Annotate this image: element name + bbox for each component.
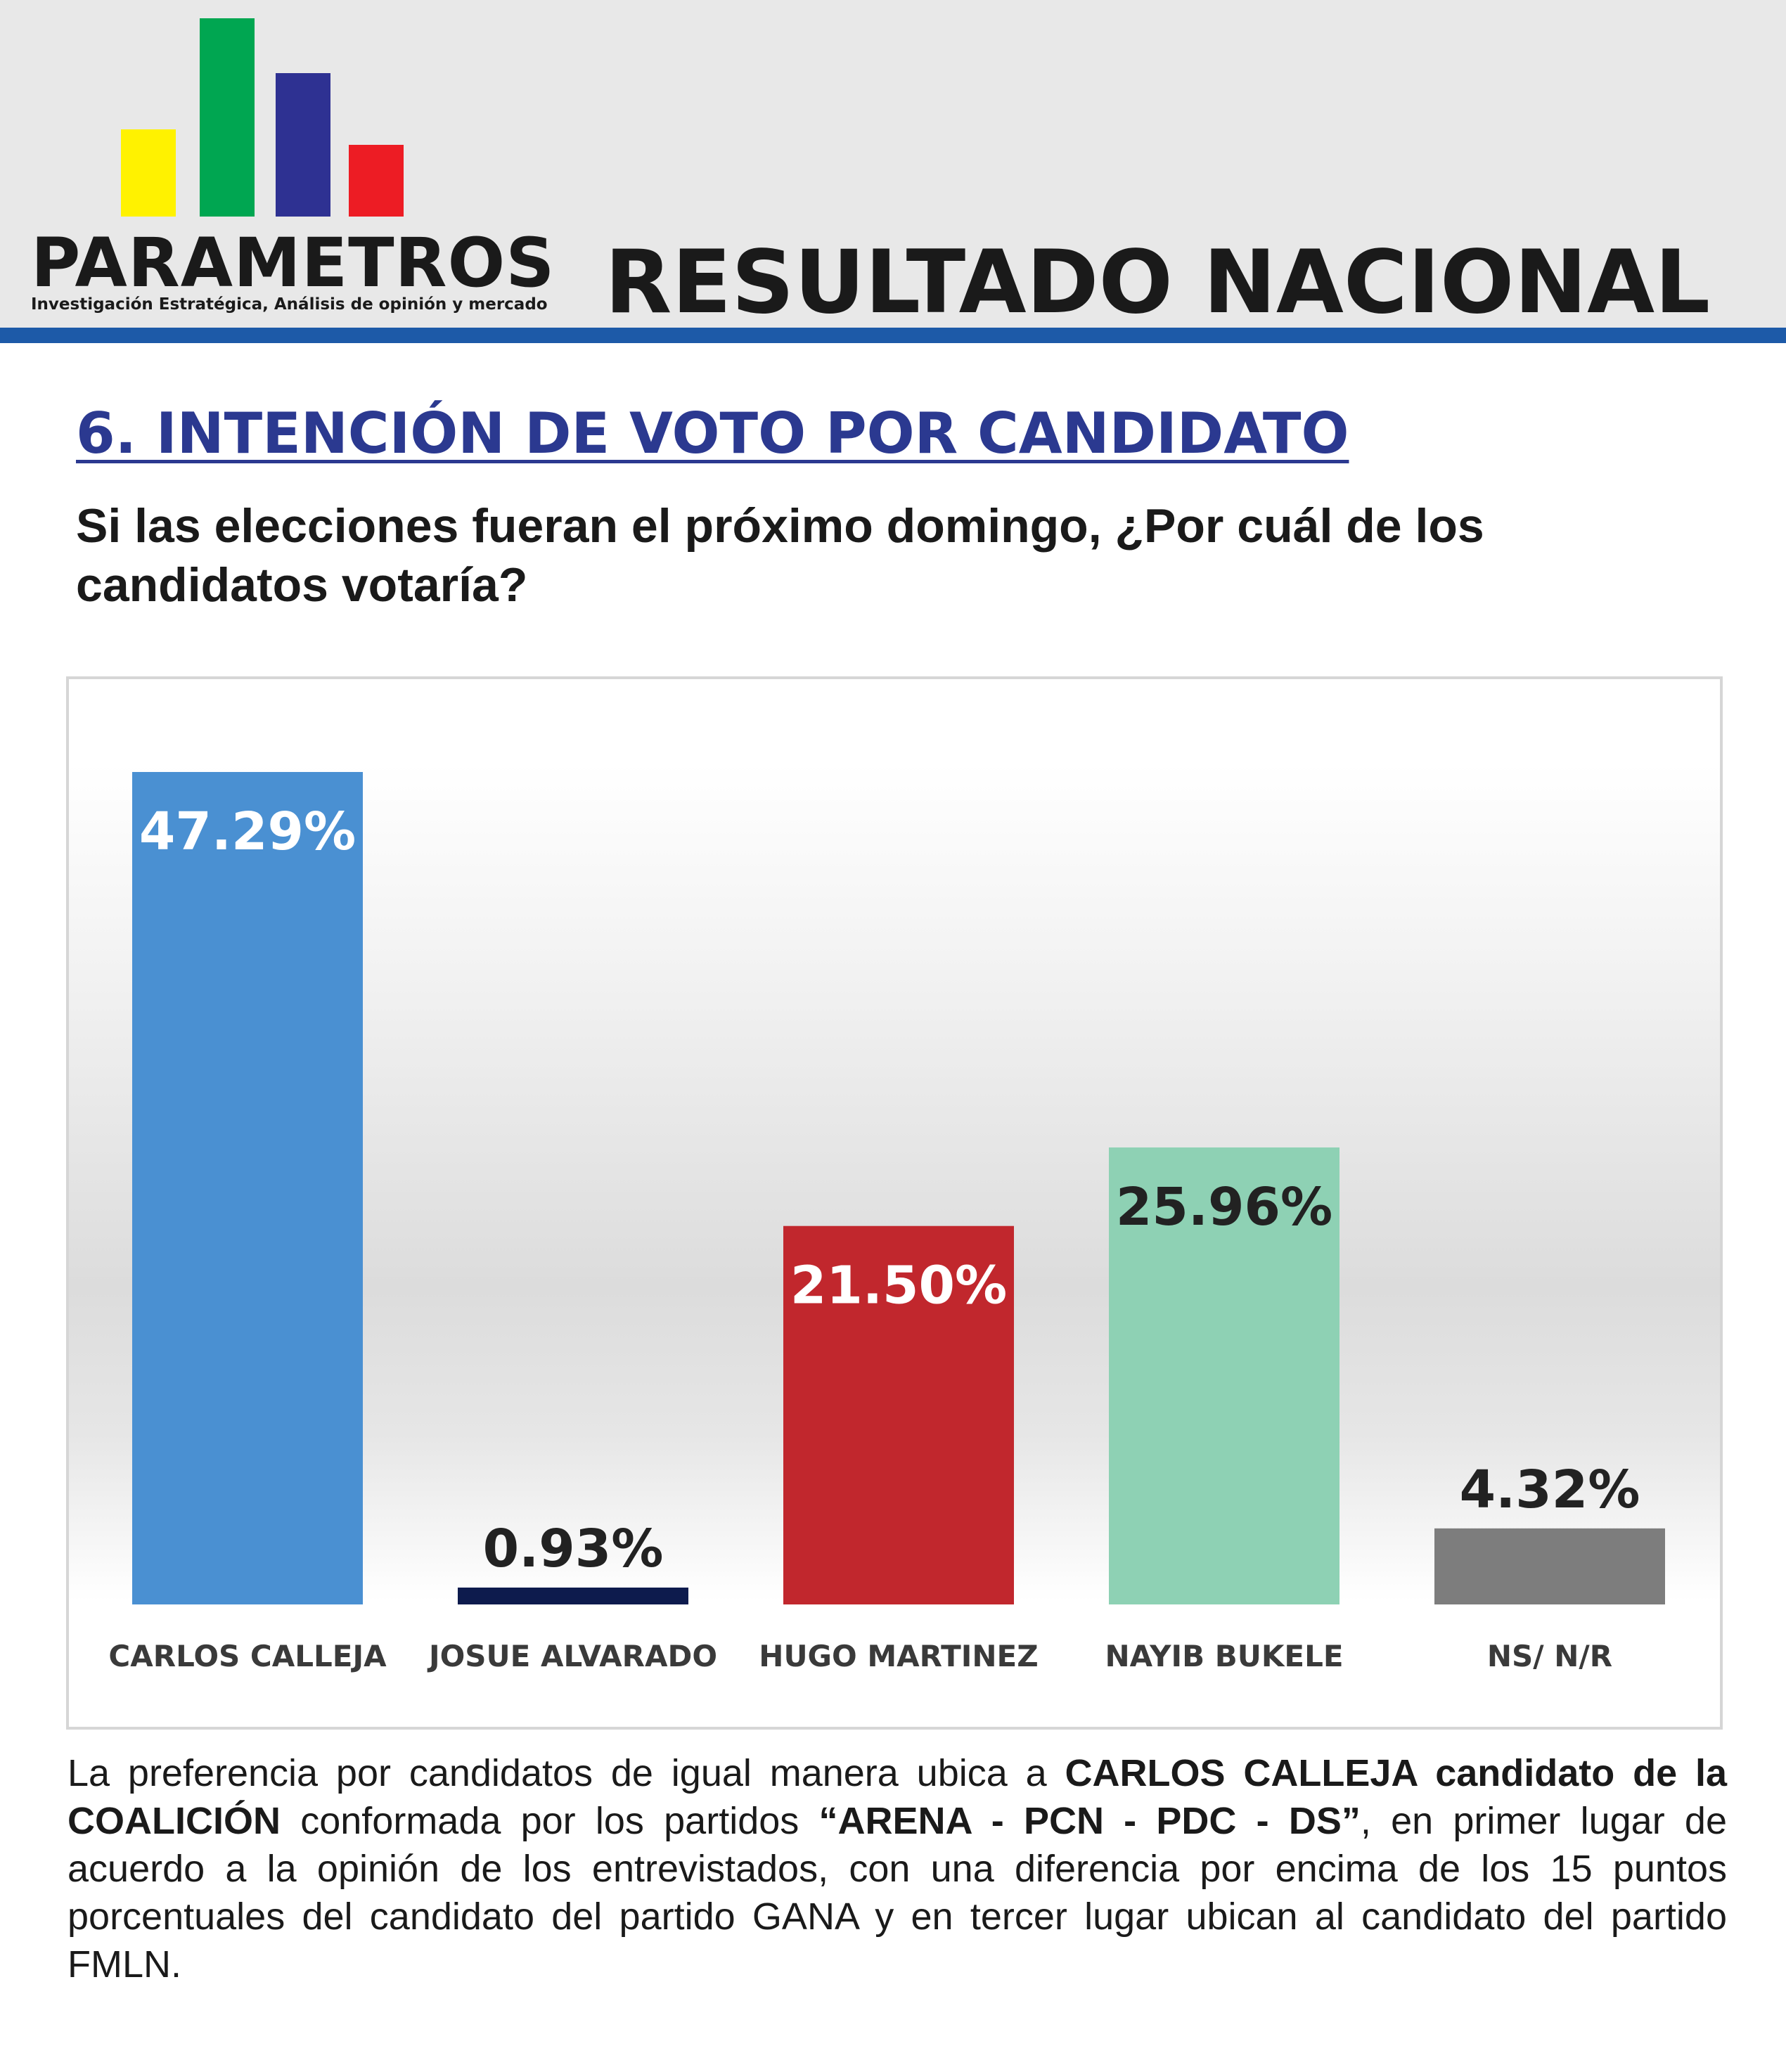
logo-bar-yellow <box>121 129 176 217</box>
logo-bar-blue <box>276 73 330 217</box>
category-label-0: CARLOS CALLEJA <box>108 1639 387 1673</box>
value-label-2: 21.50% <box>790 1256 1007 1316</box>
value-label-3: 25.96% <box>1116 1177 1332 1237</box>
footer-part-2: conformada por los partidos <box>281 1800 819 1842</box>
value-label-4: 4.32% <box>1460 1460 1640 1520</box>
bar-0 <box>132 772 363 1604</box>
category-label-1: JOSUE ALVARADO <box>427 1639 717 1673</box>
logo-bar-green <box>200 18 255 217</box>
value-label-1: 0.93% <box>483 1519 664 1579</box>
footer-paragraph: La preferencia por candidatos de igual m… <box>68 1749 1727 1988</box>
bar-2 <box>783 1225 1014 1604</box>
bar-3 <box>1109 1147 1340 1604</box>
value-label-0: 47.29% <box>139 802 356 862</box>
bar-4 <box>1434 1528 1665 1604</box>
category-label-2: HUGO MARTINEZ <box>759 1639 1038 1673</box>
survey-question: Si las elecciones fueran el próximo domi… <box>76 499 1484 612</box>
logo-tagline: Investigación Estratégica, Análisis de o… <box>31 295 548 314</box>
logo-wordmark: PARAMETROS <box>31 224 555 302</box>
footer-bold-1: CARLOS CALLEJA candidato de la COALICIÓN <box>68 1752 1728 1842</box>
logo-bar-red <box>349 145 404 217</box>
category-label-4: NS/ N/R <box>1487 1639 1612 1673</box>
footer-part-1: La preferencia por candidatos de igual m… <box>68 1752 1065 1794</box>
footer-part-3: , en primer lugar de acuerdo a la opinió… <box>68 1800 1727 1986</box>
header-rule <box>0 328 1786 343</box>
page-title: RESULTADO NACIONAL <box>605 232 1711 333</box>
section-title: 6. INTENCIÓN DE VOTO POR CANDIDATO <box>76 401 1349 466</box>
bar-1 <box>458 1588 688 1604</box>
category-label-3: NAYIB BUKELE <box>1105 1639 1343 1673</box>
footer-bold-2: “ARENA - PCN - PDC - DS” <box>818 1800 1361 1842</box>
